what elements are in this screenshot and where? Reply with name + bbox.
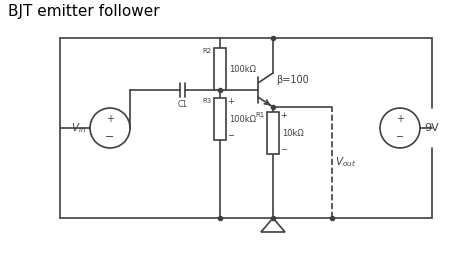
Text: −: −: [227, 131, 234, 140]
Text: 9V: 9V: [424, 123, 439, 133]
Text: +: +: [280, 111, 287, 120]
Text: +: +: [396, 114, 404, 124]
Bar: [214, 48, 226, 90]
Bar: [267, 112, 279, 154]
Text: $V_{out}$: $V_{out}$: [335, 156, 356, 169]
Text: 10kΩ: 10kΩ: [282, 128, 304, 138]
Text: +: +: [227, 98, 234, 106]
Text: BJT emitter follower: BJT emitter follower: [8, 4, 160, 19]
Text: +: +: [106, 114, 114, 124]
Polygon shape: [261, 218, 285, 232]
Bar: [214, 98, 226, 140]
Text: −: −: [105, 132, 115, 142]
Text: R3: R3: [203, 98, 212, 104]
Text: R2: R2: [203, 48, 212, 54]
Text: C1: C1: [178, 100, 188, 109]
Text: −: −: [396, 132, 404, 142]
Text: R1: R1: [256, 112, 265, 118]
Text: 100kΩ: 100kΩ: [229, 64, 256, 73]
Text: $V_{in}$: $V_{in}$: [71, 121, 86, 135]
Text: −: −: [280, 146, 287, 155]
Text: 100kΩ: 100kΩ: [229, 114, 256, 123]
Text: β=100: β=100: [276, 75, 309, 85]
